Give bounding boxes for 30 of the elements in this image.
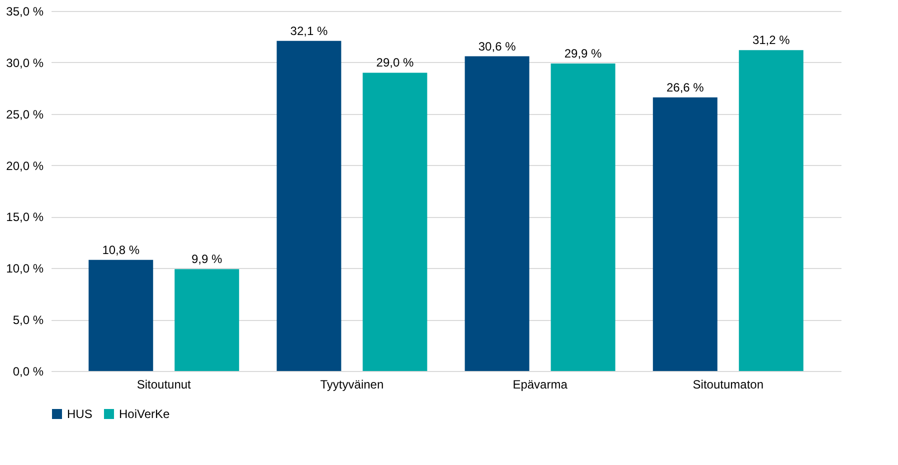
bar: [464, 56, 530, 371]
y-tick-label: 30,0 %: [6, 56, 44, 70]
data-label: 30,6 %: [478, 39, 516, 54]
bar: [362, 72, 428, 371]
y-tick-label: 15,0 %: [6, 210, 44, 224]
data-label: 10,8 %: [102, 242, 140, 257]
y-tick-label: 25,0 %: [6, 107, 44, 122]
legend-label: HUS: [67, 407, 92, 421]
y-tick-label: 5,0 %: [12, 313, 44, 328]
data-label: 9,9 %: [192, 252, 223, 266]
bar: [652, 97, 718, 371]
data-label: 29,9 %: [564, 46, 602, 60]
data-label: 29,0 %: [376, 56, 414, 70]
x-tick-label: Sitoutumaton: [692, 378, 764, 392]
legend-label: HoiVerKe: [119, 407, 170, 421]
data-label: 32,1 %: [290, 24, 328, 38]
x-tick-label: Epävarma: [512, 378, 568, 392]
y-tick-label: 0,0 %: [12, 364, 44, 378]
bar: [550, 63, 616, 371]
bar: [276, 40, 342, 371]
bar: [738, 50, 804, 371]
data-label: 26,6 %: [666, 80, 704, 94]
y-tick-label: 20,0 %: [6, 158, 44, 173]
bar: [174, 269, 240, 371]
x-tick-label: Tyytyväinen: [320, 378, 384, 392]
y-tick-label: 10,0 %: [6, 262, 44, 276]
x-tick-label: Sitoutunut: [136, 378, 192, 392]
data-label: 31,2 %: [752, 33, 790, 48]
bar: [88, 260, 154, 371]
y-tick-label: 35,0 %: [6, 4, 44, 18]
